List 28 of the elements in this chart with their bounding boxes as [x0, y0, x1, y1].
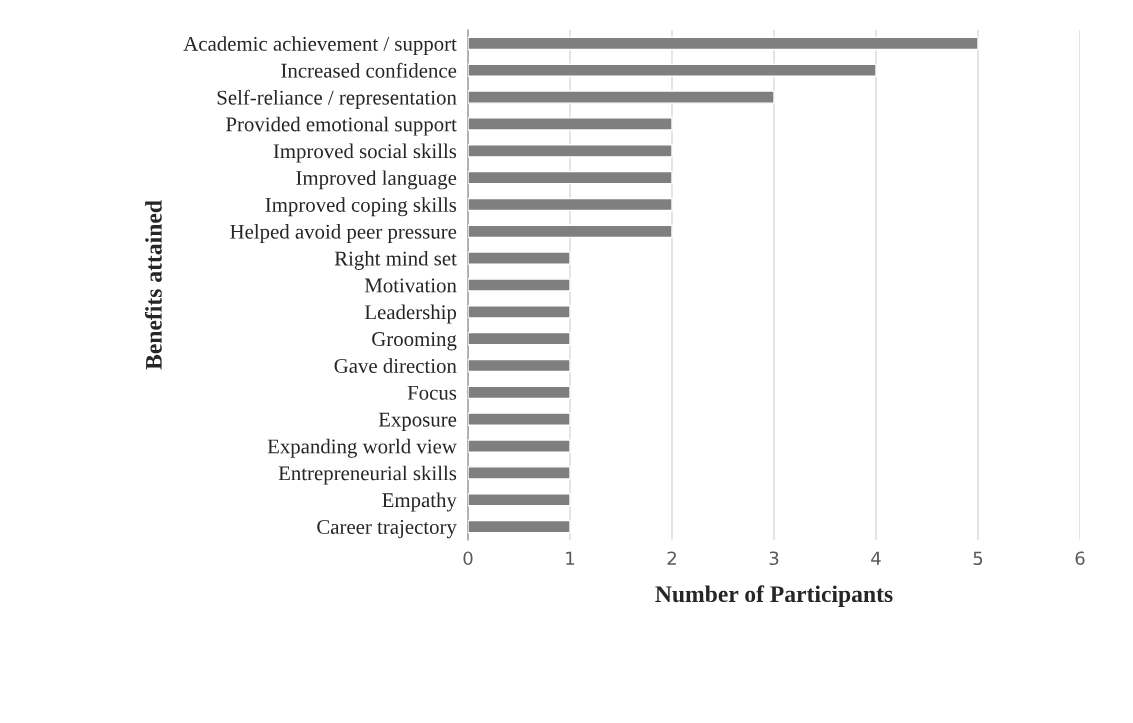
y-tick-label: Focus [407, 385, 457, 400]
y-tick-label: Improved coping skills [265, 197, 457, 217]
y-tick-label: Right mind set [334, 250, 457, 270]
x-tick-label: 6 [1075, 551, 1085, 566]
y-tick-label: Entrepreneurial skills [278, 465, 457, 485]
y-tick-label: Gave direction [334, 358, 457, 373]
x-tick-label: 0 [463, 551, 473, 566]
y-tick-label: Academic achievement / support [183, 36, 457, 56]
x-tick-label: 5 [973, 551, 983, 566]
y-tick-label: Provided emotional support [226, 116, 457, 136]
x-axis-title: Number of Participants [655, 585, 893, 607]
x-tick-label: 2 [667, 551, 676, 565]
y-tick-label: Helped avoid peer pressure [230, 224, 457, 243]
y-tick-label: Exposure [378, 412, 457, 431]
x-tick-label: 3 [769, 551, 779, 566]
y-tick-label: Empathy [382, 492, 457, 512]
y-tick-label: Increased confidence [281, 62, 457, 78]
y-tick-label: Leadership [364, 304, 457, 324]
y-tick-label: Improved social skills [273, 143, 457, 163]
x-tick-label: 4 [871, 551, 881, 565]
y-tick-label: Self-reliance / representation [217, 89, 457, 109]
y-tick-label: Grooming [372, 332, 457, 351]
y-axis-title: Benefits attained [144, 200, 162, 370]
y-tick-label: Career trajectory [317, 519, 457, 539]
y-tick-label: Motivation [364, 278, 457, 293]
x-tick-label: 1 [566, 551, 575, 565]
y-tick-label: Expanding world view [267, 438, 457, 458]
y-tick-label: Improved language [296, 170, 457, 190]
